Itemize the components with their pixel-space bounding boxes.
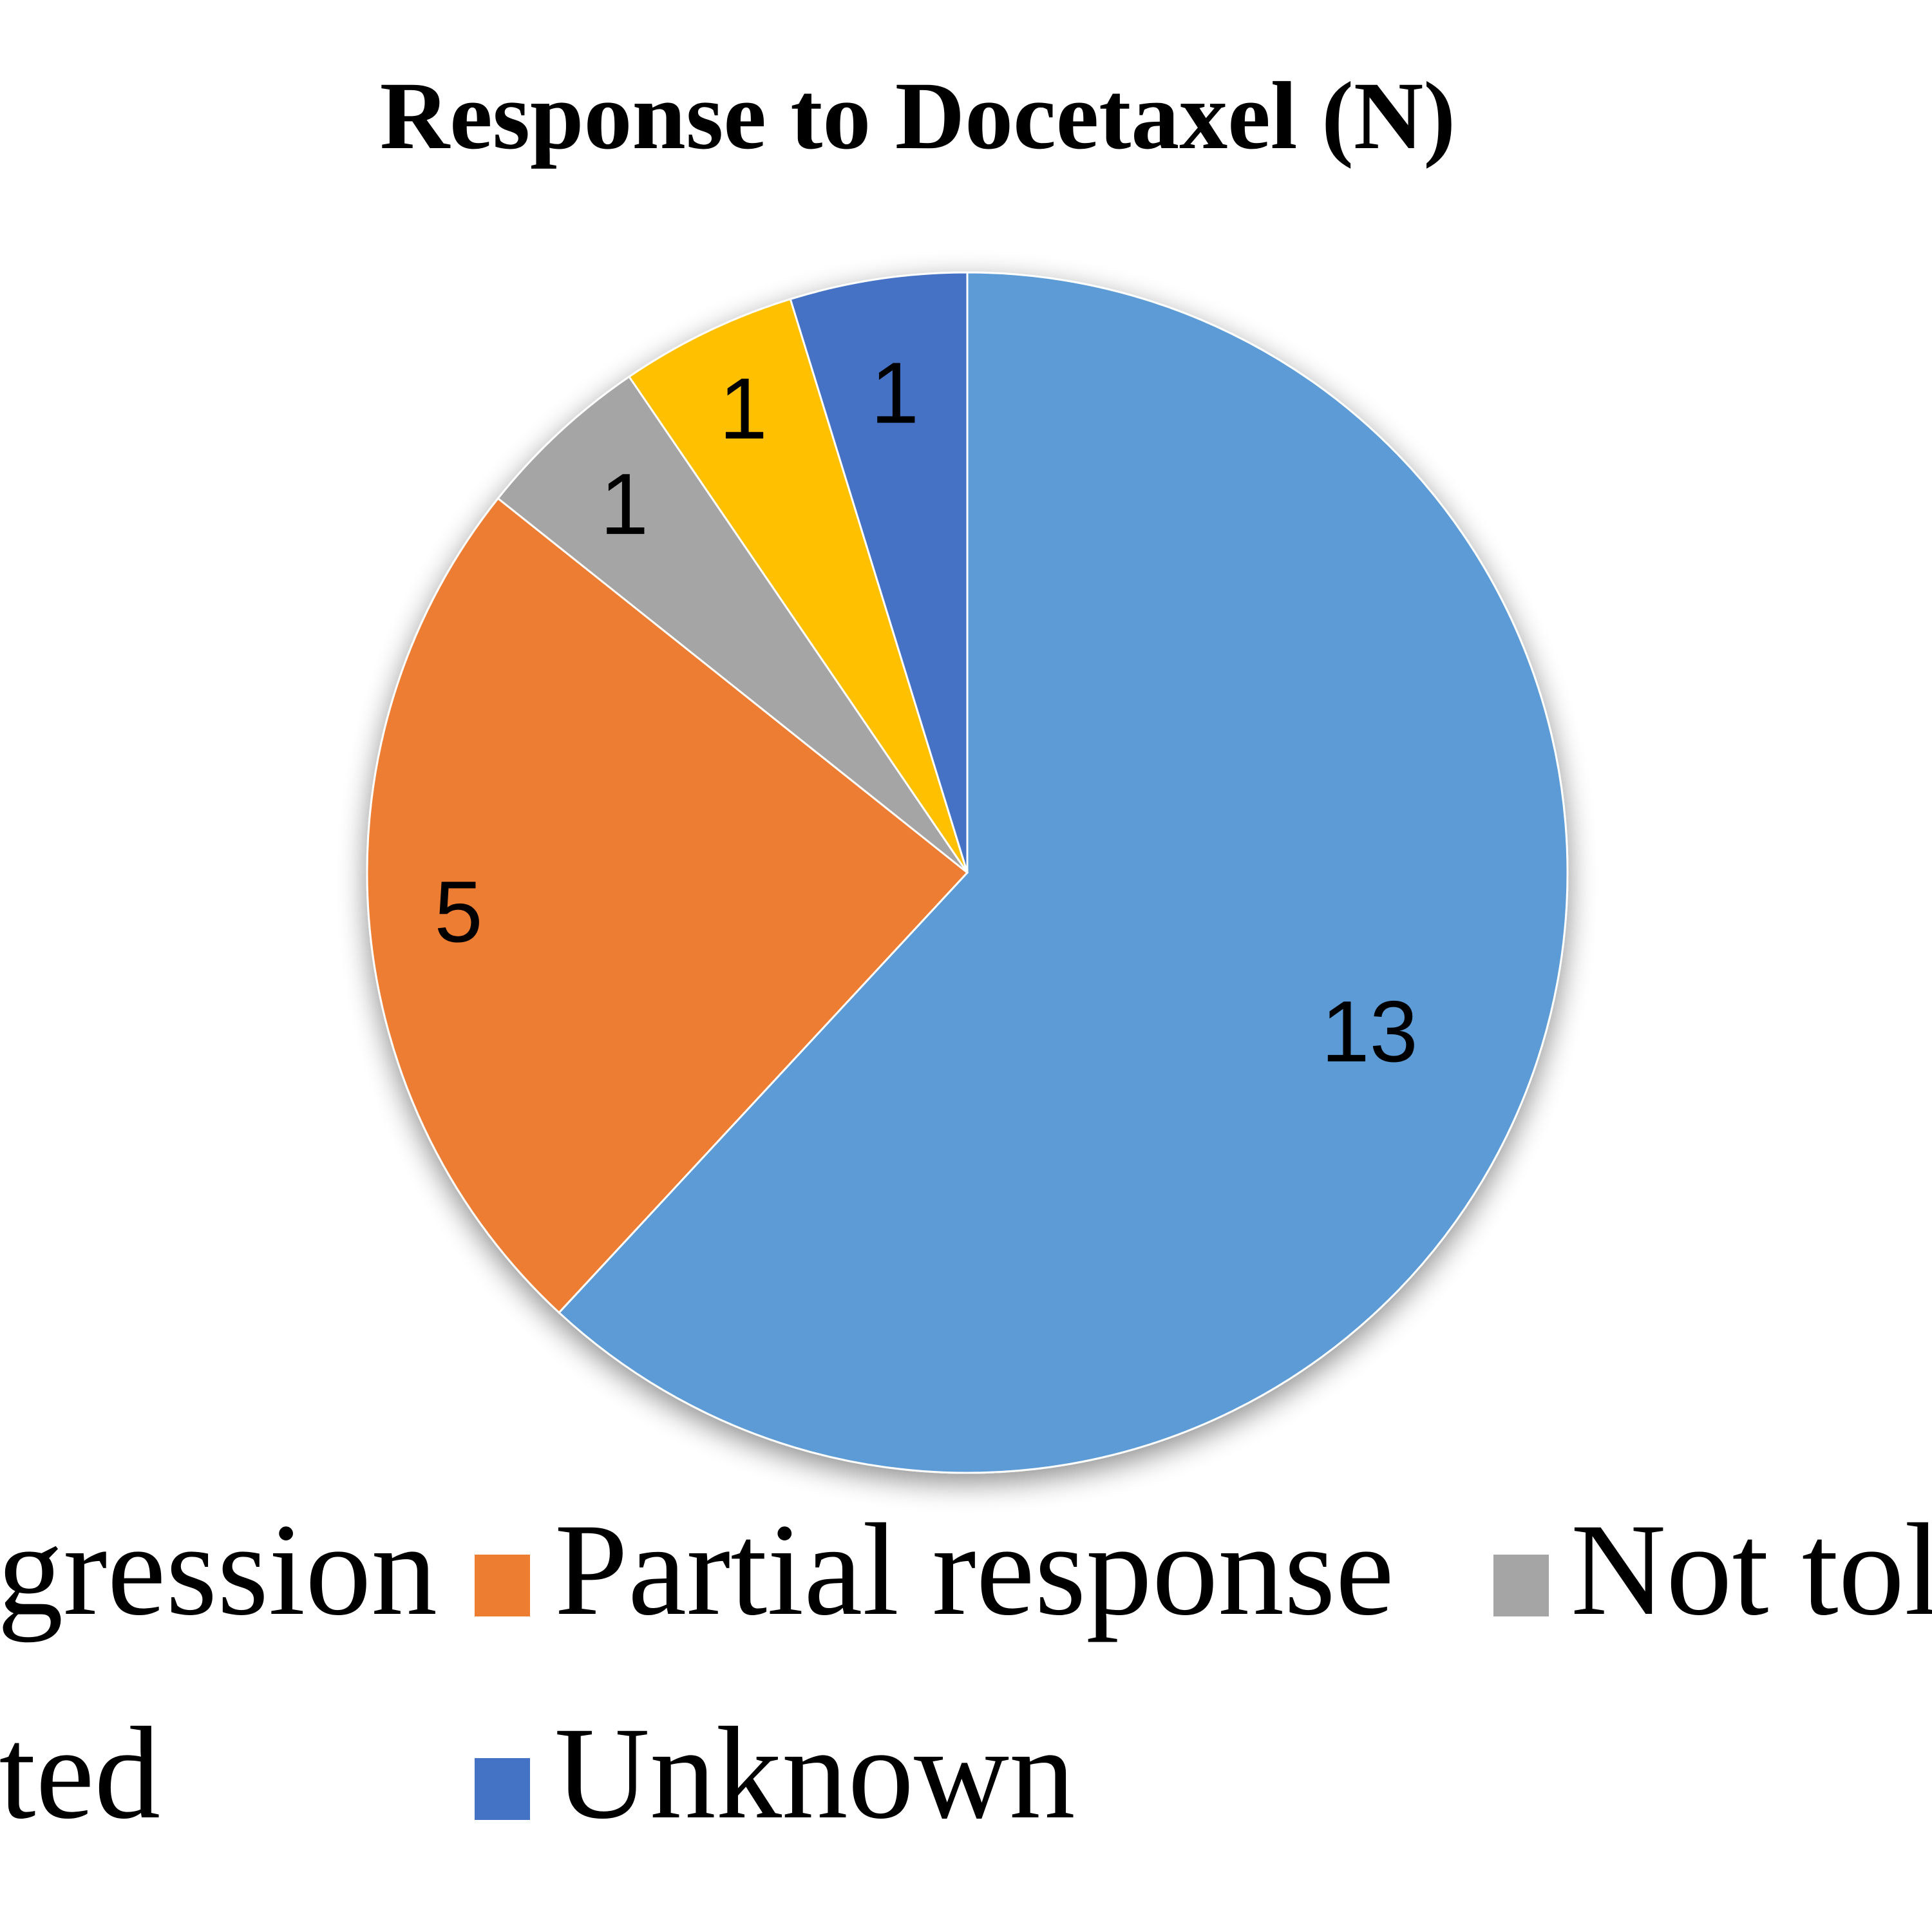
legend-item: ated (0, 1700, 160, 1846)
data-label: 5 (434, 863, 482, 960)
pie-slices (366, 271, 1569, 1474)
data-label: 1 (871, 345, 919, 442)
pie-slice (627, 298, 969, 873)
legend-swatch (1493, 1555, 1549, 1616)
chart-title: Response to Docetaxel (N) (380, 62, 1455, 169)
legend-item: Unknown (475, 1700, 1075, 1846)
legend-label: Partial response (554, 1497, 1394, 1643)
legend-label: rogression (0, 1497, 437, 1643)
legend-swatch (475, 1758, 530, 1820)
legend-label: Unknown (554, 1700, 1075, 1846)
legend-label: ated (0, 1700, 160, 1846)
pie-slice (497, 375, 969, 874)
legend-item: rogression (0, 1497, 437, 1643)
pie-slice (557, 271, 1569, 1474)
pie-slice (789, 271, 969, 873)
legend-item: Not tole (1493, 1497, 1932, 1643)
legend-label: Not tole (1571, 1497, 1932, 1643)
legend-item: Partial response (475, 1497, 1394, 1643)
pie-slice (366, 497, 969, 1314)
legend-swatch (475, 1555, 530, 1616)
data-label: 1 (719, 360, 768, 457)
legend: rogression Partial response Not tole ated Un… (0, 1497, 1932, 1846)
data-label: 1 (600, 455, 649, 553)
data-label: 13 (1321, 983, 1418, 1080)
